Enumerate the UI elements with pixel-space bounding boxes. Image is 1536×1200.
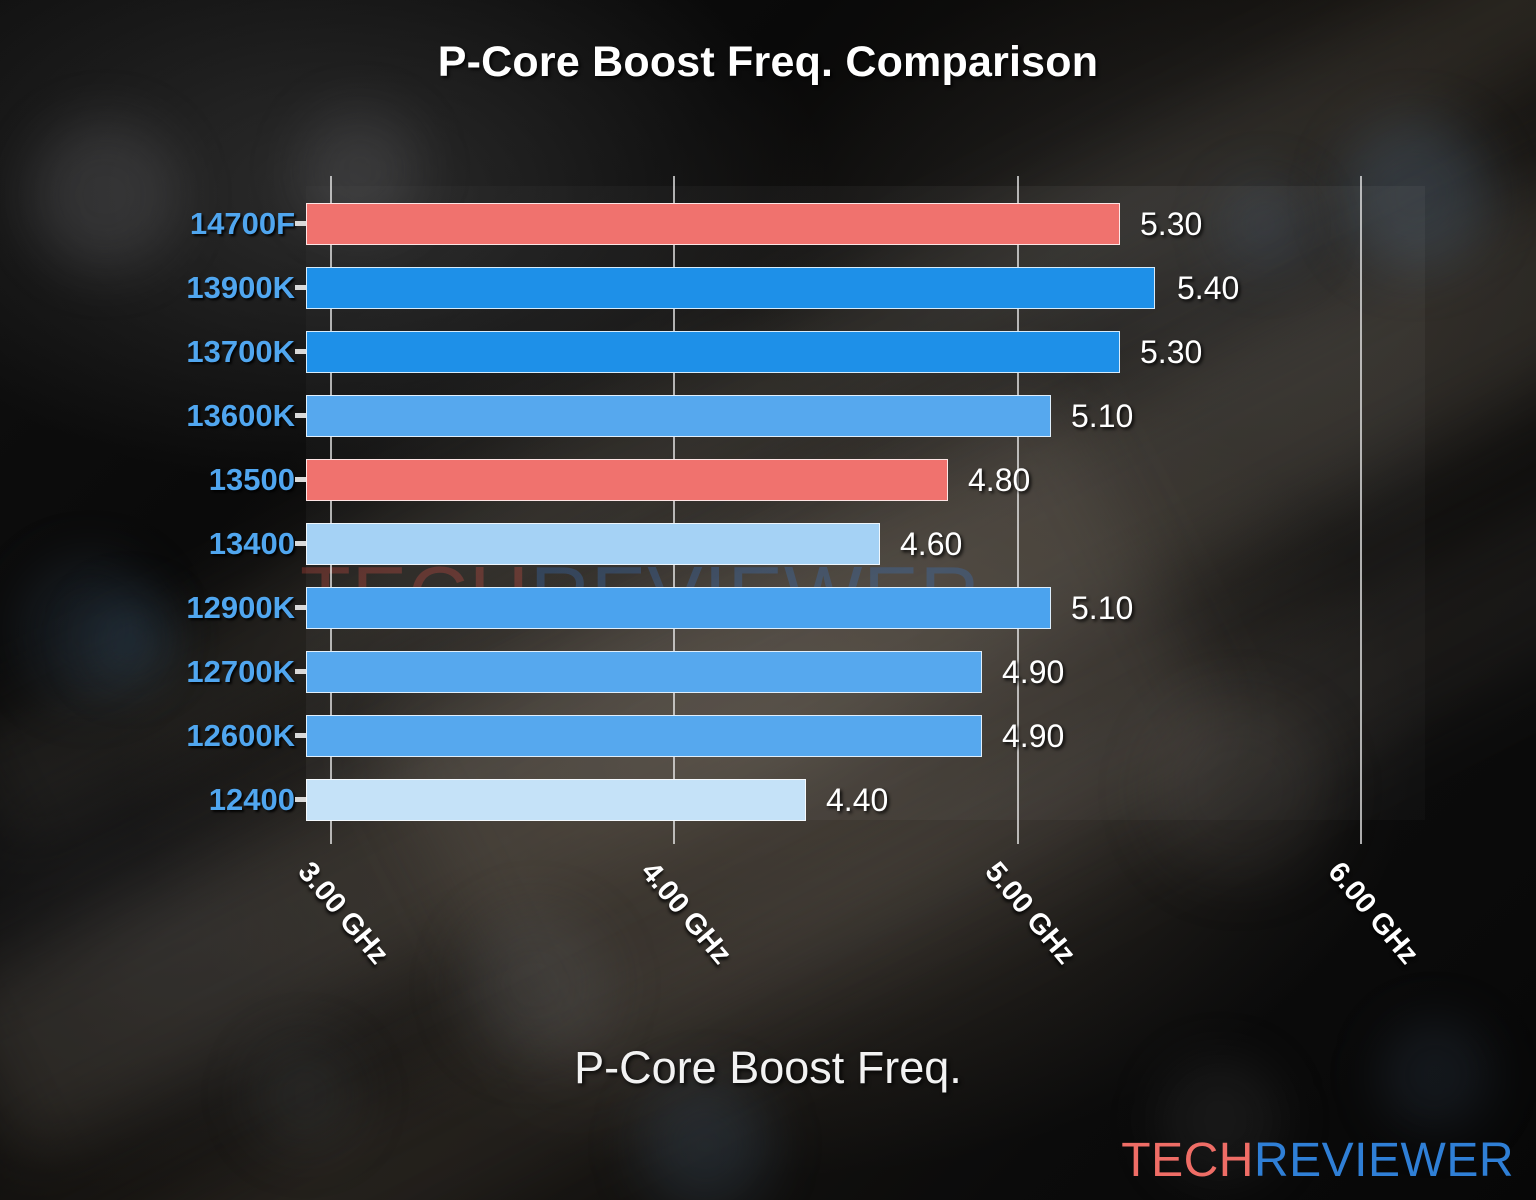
table-row: 12400 4.40 xyxy=(0,768,1536,832)
gridline-5ghz xyxy=(1017,176,1019,844)
y-tick xyxy=(295,221,308,226)
value-label-12400: 4.40 xyxy=(826,781,889,818)
value-label-13400: 4.60 xyxy=(900,525,963,562)
value-label-14700f: 5.30 xyxy=(1140,205,1203,242)
value-label-13500: 4.80 xyxy=(968,461,1031,498)
bar-13600k[interactable] xyxy=(306,395,1051,437)
value-label-12600k: 4.90 xyxy=(1002,717,1065,754)
category-label-13900k: 13900K xyxy=(186,270,295,305)
bar-13700k[interactable] xyxy=(306,331,1120,373)
category-label-13600k: 13600K xyxy=(186,398,295,433)
bar-13400[interactable] xyxy=(306,523,880,565)
category-label-12900k: 12900K xyxy=(186,590,295,625)
bar-13900k[interactable] xyxy=(306,267,1155,309)
table-row: 13700K 5.30 xyxy=(0,320,1536,384)
value-label-13700k: 5.30 xyxy=(1140,333,1203,370)
y-tick xyxy=(295,797,308,802)
y-tick xyxy=(295,605,308,610)
xtick-label-3ghz: 3.00 GHz xyxy=(291,856,395,971)
category-label-13700k: 13700K xyxy=(186,334,295,369)
value-label-12700k: 4.90 xyxy=(1002,653,1065,690)
category-label-14700f: 14700F xyxy=(189,206,295,241)
table-row: 13900K 5.40 xyxy=(0,256,1536,320)
y-tick xyxy=(295,541,308,546)
brand-logo: TECHREVIEWER xyxy=(1121,1133,1514,1188)
table-row: 12700K 4.90 xyxy=(0,640,1536,704)
table-row: 13500 4.80 xyxy=(0,448,1536,512)
table-row: 12600K 4.90 xyxy=(0,704,1536,768)
table-row: 13400 4.60 xyxy=(0,512,1536,576)
x-axis-title: P-Core Boost Freq. xyxy=(574,1042,962,1093)
bar-12700k[interactable] xyxy=(306,651,982,693)
table-row: 12900K 5.10 xyxy=(0,576,1536,640)
gridline-6ghz xyxy=(1360,176,1362,844)
category-label-13500: 13500 xyxy=(208,462,295,497)
y-tick xyxy=(295,349,308,354)
gridline-4ghz xyxy=(673,176,675,844)
table-row: 13600K 5.10 xyxy=(0,384,1536,448)
value-label-13600k: 5.10 xyxy=(1071,397,1134,434)
category-label-12600k: 12600K xyxy=(186,718,295,753)
category-label-12700k: 12700K xyxy=(186,654,295,689)
y-tick xyxy=(295,733,308,738)
value-label-13900k: 5.40 xyxy=(1177,269,1240,306)
table-row: 14700F 5.30 xyxy=(0,192,1536,256)
category-label-12400: 12400 xyxy=(208,782,295,817)
bar-12900k[interactable] xyxy=(306,587,1051,629)
bar-12400[interactable] xyxy=(306,779,806,821)
y-tick xyxy=(295,477,308,482)
bar-13500[interactable] xyxy=(306,459,948,501)
value-label-12900k: 5.10 xyxy=(1071,589,1134,626)
y-tick xyxy=(295,285,308,290)
y-tick xyxy=(295,413,308,418)
y-tick xyxy=(295,669,308,674)
bar-14700f[interactable] xyxy=(306,203,1120,245)
logo-reviewer: REVIEWER xyxy=(1253,1134,1514,1187)
gridline-3ghz xyxy=(330,176,332,844)
xtick-label-4ghz: 4.00 GHz xyxy=(634,856,738,971)
xtick-label-6ghz: 6.00 GHz xyxy=(1321,856,1425,971)
category-label-13400: 13400 xyxy=(208,526,295,561)
xtick-label-5ghz: 5.00 GHz xyxy=(978,856,1082,971)
chart-title: P-Core Boost Freq. Comparison xyxy=(437,38,1099,86)
logo-tech: TECH xyxy=(1121,1134,1254,1187)
bar-12600k[interactable] xyxy=(306,715,982,757)
